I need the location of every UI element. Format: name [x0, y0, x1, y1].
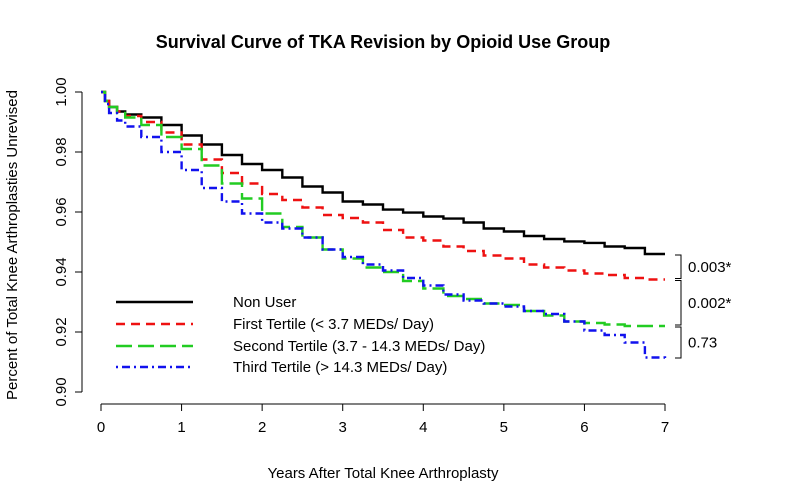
y-axis-label: Percent of Total Knee Arthroplasties Unr…: [4, 90, 21, 400]
y-tick-label: 0.92: [53, 317, 70, 346]
legend-label: Second Tertile (3.7 - 14.3 MEDs/ Day): [233, 338, 485, 355]
y-axis: 0.90 0.92 0.94 0.96 0.98 1.00: [53, 77, 83, 407]
legend-label: Non User: [233, 294, 296, 311]
x-tick-label: 7: [661, 419, 669, 436]
x-tick-label: 4: [419, 419, 427, 436]
annotation-bracket: [675, 254, 682, 279]
series-lines: [101, 90, 667, 359]
y-tick-label: 0.96: [53, 197, 70, 226]
y-tick-label: 0.94: [53, 257, 70, 286]
legend: Non User First Tertile (< 3.7 MEDs/ Day) S…: [116, 294, 485, 376]
x-tick-label: 5: [500, 419, 508, 436]
annotation-bracket: [675, 280, 682, 326]
p-value-annotations: 0.003* 0.002* 0.73: [675, 254, 732, 359]
x-axis-label: Years After Total Knee Arthroplasty: [268, 465, 499, 482]
series-line-4: [101, 90, 667, 359]
series-line-3: [101, 90, 665, 328]
x-tick-label: 6: [580, 419, 588, 436]
legend-label: Third Tertile (> 14.3 MEDs/ Day): [233, 359, 447, 376]
x-tick-label: 3: [339, 419, 347, 436]
x-tick-label: 1: [177, 419, 185, 436]
series-line-1: [101, 90, 665, 256]
annotation-bracket: [675, 326, 682, 359]
annotation-label: 0.73: [688, 335, 717, 352]
annotation-label: 0.002*: [688, 295, 732, 312]
x-axis: 0 1 2 3 4 5 6 7: [97, 403, 669, 436]
x-tick-label: 0: [97, 419, 105, 436]
y-tick-label: 0.90: [53, 377, 70, 406]
y-tick-label: 1.00: [53, 77, 70, 106]
chart-title: Survival Curve of TKA Revision by Opioid…: [156, 32, 610, 52]
annotation-label: 0.003*: [688, 259, 732, 276]
series-line-2: [101, 90, 665, 281]
x-tick-label: 2: [258, 419, 266, 436]
legend-label: First Tertile (< 3.7 MEDs/ Day): [233, 316, 434, 333]
y-tick-label: 0.98: [53, 137, 70, 166]
